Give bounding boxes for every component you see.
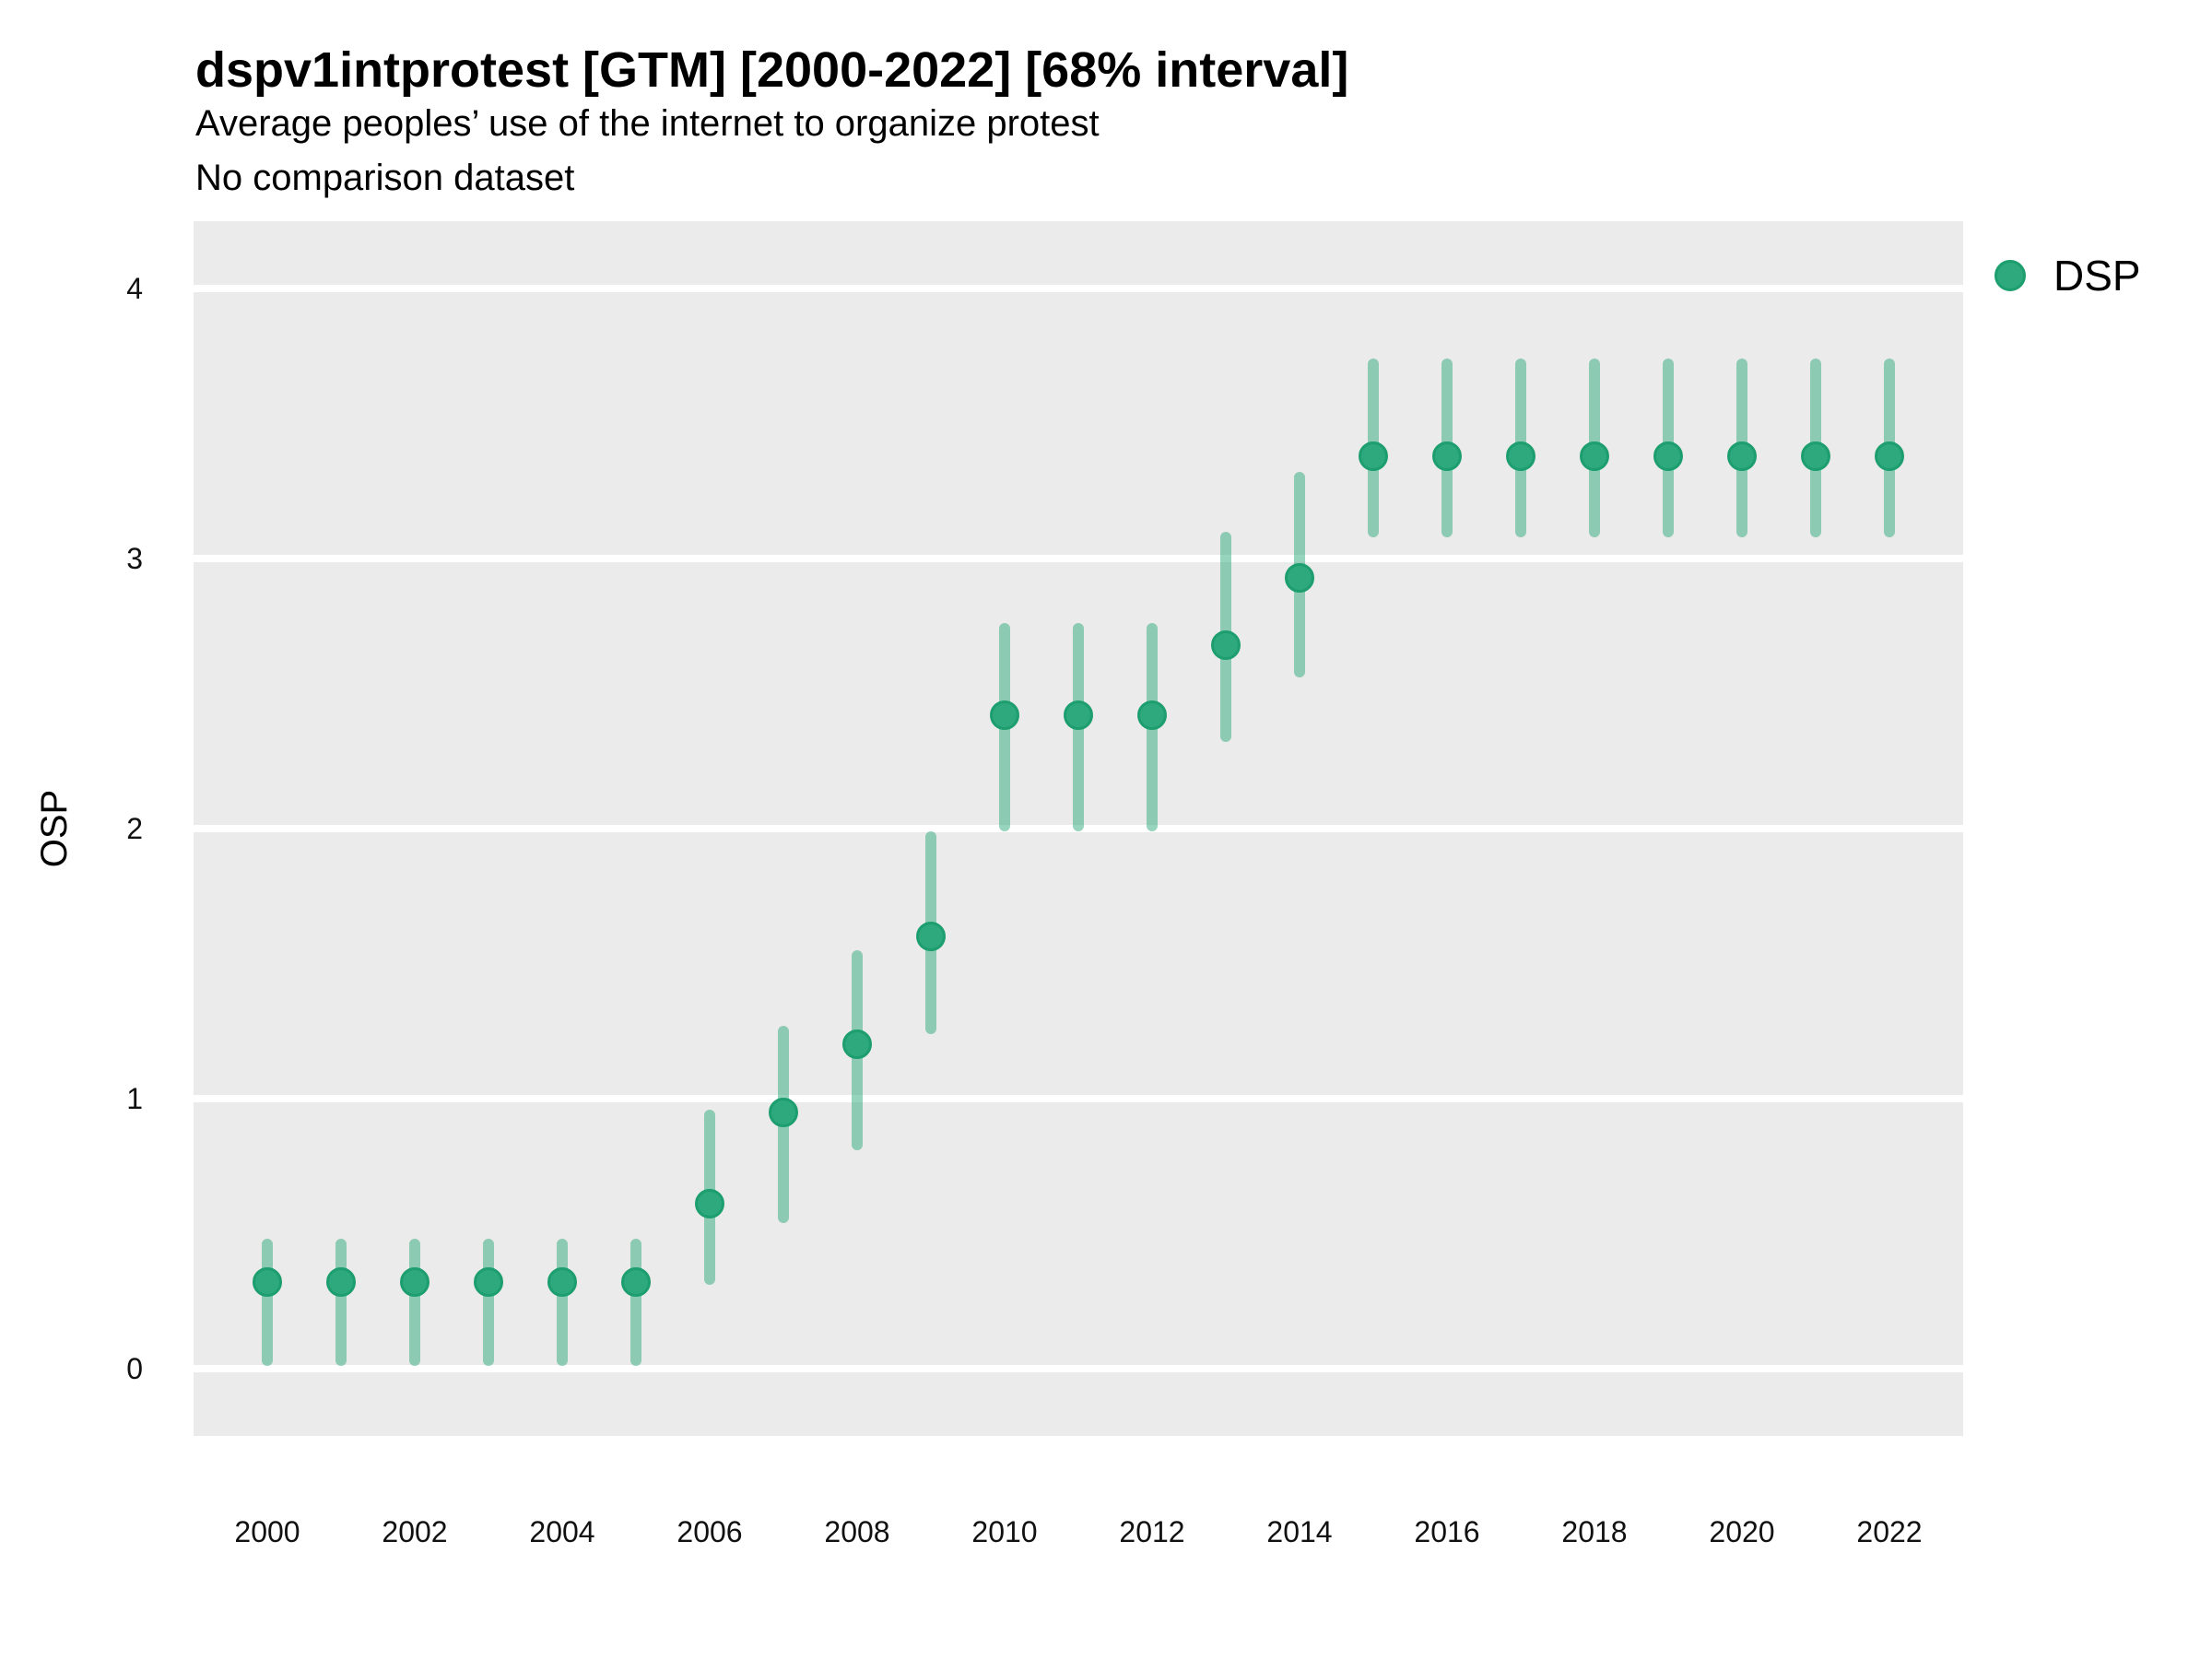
y-tick-label: 4: [126, 272, 143, 305]
interval-bar: [630, 1239, 641, 1367]
chart-note: No comparison dataset: [195, 158, 575, 198]
x-tick-label: 2018: [1561, 1515, 1628, 1548]
x-tick-label: 2000: [234, 1515, 300, 1548]
data-point: [1801, 441, 1830, 471]
legend-point-icon: [1994, 260, 2026, 291]
y-gridline: [194, 555, 1963, 562]
legend-label: DSP: [2053, 252, 2141, 300]
data-point: [1432, 441, 1462, 471]
data-point: [1506, 441, 1535, 471]
x-tick-label: 2012: [1119, 1515, 1185, 1548]
data-point: [1580, 441, 1609, 471]
data-point: [1285, 562, 1314, 593]
data-point: [916, 922, 946, 952]
data-point: [474, 1267, 503, 1298]
x-tick-label: 2004: [529, 1515, 595, 1548]
data-point: [326, 1267, 356, 1298]
chart-title: dspv1intprotest [GTM] [2000-2022] [68% i…: [195, 42, 1349, 98]
x-tick-label: 2022: [1856, 1515, 1923, 1548]
data-point: [400, 1267, 429, 1298]
data-point: [1653, 441, 1683, 471]
data-point: [1064, 700, 1093, 730]
y-tick-label: 3: [126, 542, 143, 575]
data-point: [1137, 700, 1167, 730]
x-tick-label: 2008: [824, 1515, 890, 1548]
interval-bar: [262, 1239, 273, 1367]
x-tick-label: 2020: [1709, 1515, 1775, 1548]
chart-subtitle: Average peoples’ use of the internet to …: [195, 103, 1100, 144]
y-gridline: [194, 285, 1963, 292]
data-point: [769, 1097, 798, 1127]
data-point: [1727, 441, 1757, 471]
x-tick-label: 2016: [1414, 1515, 1480, 1548]
interval-bar: [335, 1239, 347, 1367]
data-point: [1359, 441, 1388, 471]
y-tick-label: 2: [126, 812, 143, 845]
interval-bar: [483, 1239, 494, 1367]
x-tick-label: 2002: [382, 1515, 448, 1548]
data-point: [990, 700, 1019, 730]
data-point: [547, 1267, 577, 1298]
data-point: [695, 1189, 724, 1219]
data-point: [253, 1267, 282, 1298]
plot-panel: [194, 221, 1963, 1436]
x-tick-label: 2010: [971, 1515, 1038, 1548]
data-point: [1875, 441, 1904, 471]
y-tick-label: 0: [126, 1352, 143, 1385]
x-tick-label: 2006: [677, 1515, 743, 1548]
interval-bar: [557, 1239, 568, 1367]
y-gridline: [194, 1365, 1963, 1372]
y-tick-label: 1: [126, 1082, 143, 1115]
data-point: [842, 1030, 872, 1060]
y-gridline: [194, 1095, 1963, 1102]
x-tick-label: 2014: [1266, 1515, 1333, 1548]
interval-bar: [409, 1239, 420, 1367]
data-point: [1211, 629, 1241, 660]
legend: DSP: [1994, 252, 2141, 300]
data-point: [621, 1267, 651, 1298]
